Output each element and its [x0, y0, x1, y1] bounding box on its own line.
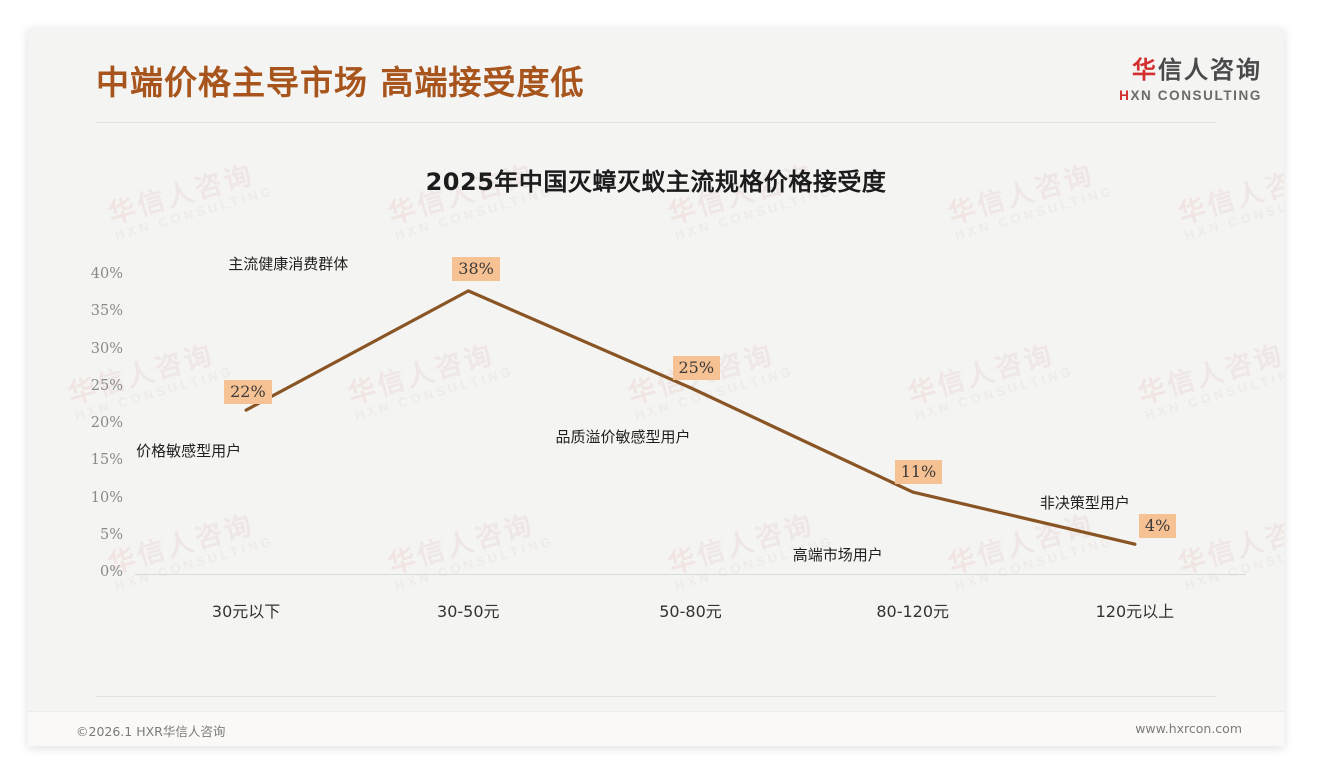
- y-axis-tick-label: 40%: [90, 266, 123, 282]
- logo-english-text: HXN CONSULTING: [1119, 88, 1262, 103]
- logo-cn-rest: 信人咨询: [1158, 56, 1262, 84]
- header-divider: [96, 122, 1216, 123]
- footnote-divider: [96, 696, 1216, 697]
- copyright-text: ©2026.1 HXR华信人咨询: [76, 724, 226, 739]
- point-annotation: 品质溢价敏感型用户: [555, 427, 691, 446]
- chart-title: 2025年中国灭蟑灭蚁主流规格价格接受度: [425, 168, 887, 196]
- data-point-label: 22%: [224, 380, 272, 405]
- y-axis-tick-label: 15%: [90, 452, 123, 469]
- x-axis-tick-label: 30元以下: [211, 602, 281, 621]
- page-title: 中端价格主导市场 高端接受度低: [96, 63, 585, 102]
- x-axis-tick-label: 30-50元: [437, 602, 500, 621]
- point-annotation: 高端市场用户: [792, 546, 883, 565]
- y-axis-tick-label: 25%: [90, 377, 123, 394]
- point-annotation: 价格敏感型用户: [136, 442, 242, 461]
- y-axis-tick-label: 0%: [99, 564, 123, 580]
- y-axis-tick-label: 35%: [90, 303, 123, 320]
- website-link[interactable]: www.hxrcon.com: [1135, 721, 1242, 736]
- y-axis-tick-label: 20%: [90, 415, 123, 431]
- x-axis-tick-label: 50-80元: [659, 602, 722, 621]
- data-point-label: 25%: [672, 355, 721, 380]
- y-axis-tick-label: 30%: [90, 340, 123, 357]
- point-annotation: 非决策型用户: [1039, 494, 1130, 513]
- x-axis-tick-label: 120元以上: [1095, 602, 1175, 621]
- logo-chinese-text: 华信人咨询: [1119, 50, 1262, 85]
- bottom-bar: ©2026.1 HXR华信人咨询 www.hxrcon.com: [28, 711, 1284, 746]
- data-point-label: 11%: [894, 460, 943, 485]
- series-line: [244, 289, 1137, 546]
- y-axis-tick-label: 10%: [90, 489, 123, 506]
- company-logo: 华信人咨询 HXN CONSULTING: [1119, 50, 1262, 103]
- logo-h-glyph: H: [1119, 88, 1131, 103]
- slide-card: 华信人咨询 HXN CONSULTING 华信人咨询 HXN CONSULTING 华信…: [28, 28, 1284, 746]
- point-annotation: 主流健康消费群体: [228, 254, 349, 273]
- logo-hua-glyph: 华: [1132, 56, 1158, 84]
- slide-header: 中端价格主导市场 高端接受度低 华信人咨询 HXN CONSULTING: [28, 28, 1284, 124]
- x-axis-tick-label: 80-120元: [876, 602, 950, 621]
- logo-en-rest: XN CONSULTING: [1130, 88, 1262, 103]
- data-point-label: 4%: [1138, 514, 1177, 539]
- line-chart-plot: 0% 5% 10% 15% 20% 25% 30% 35% 40% 30元以下 30-50元 50-8…: [28, 28, 1284, 746]
- x-axis-line: [135, 574, 1246, 575]
- data-point-label: 38%: [452, 256, 500, 281]
- y-axis-tick-label: 5%: [99, 526, 123, 543]
